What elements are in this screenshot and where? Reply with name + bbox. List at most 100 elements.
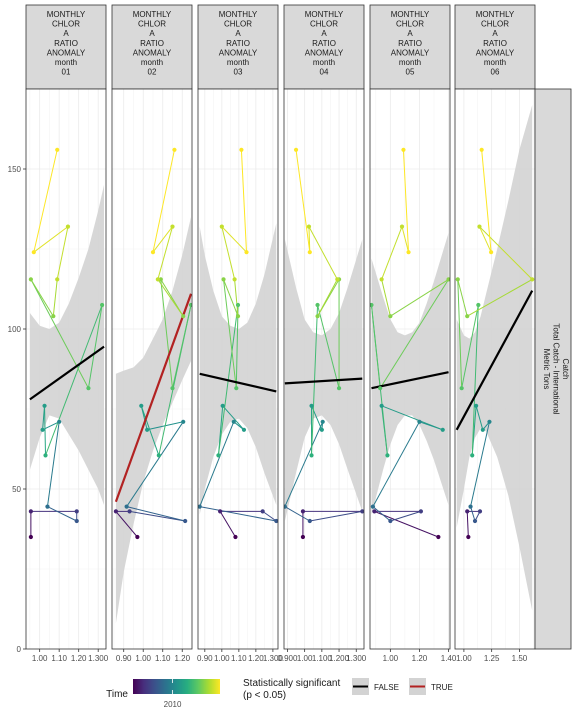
data-point: [172, 147, 177, 152]
panel-plot-area: [112, 89, 192, 649]
path-segment: [56, 226, 69, 280]
x-tick-label: 1.00: [32, 654, 48, 663]
path-segment: [222, 405, 245, 431]
data-point: [274, 518, 278, 524]
data-point: [188, 302, 192, 308]
data-point: [300, 534, 306, 540]
y-tick-label: 100: [8, 325, 22, 334]
panel-border: [197, 88, 279, 650]
data-point: [370, 302, 374, 308]
confidence-ribbon: [115, 217, 191, 624]
panel-plot-area: [284, 89, 364, 649]
facet-strip-label: CHLOR: [310, 20, 338, 29]
data-point: [43, 453, 48, 458]
data-point: [181, 314, 186, 319]
facet-strip-label: A: [149, 29, 155, 38]
data-point: [487, 419, 492, 424]
data-point: [139, 403, 144, 408]
path-segment: [221, 226, 236, 280]
data-point: [45, 504, 50, 509]
path-segment: [234, 279, 239, 317]
path-segment: [317, 279, 338, 317]
y-tick-label: 150: [8, 165, 22, 174]
path-segment: [309, 510, 363, 522]
data-point: [307, 518, 312, 524]
facet-strip-label: ANOMALY: [47, 48, 86, 57]
trend-line: [371, 371, 449, 390]
data-point: [319, 427, 324, 432]
data-point: [40, 427, 45, 432]
data-point: [244, 250, 249, 255]
data-point: [55, 147, 60, 152]
data-point: [293, 147, 299, 152]
facet-strip-label: ANOMALY: [391, 48, 430, 57]
path-segment: [457, 279, 463, 389]
data-point: [235, 314, 241, 319]
facet-strip-label: A: [63, 29, 69, 38]
data-point: [42, 403, 47, 408]
facet-strip-label: A: [235, 29, 241, 38]
panel-border: [283, 88, 365, 650]
data-point: [470, 453, 475, 458]
x-tick-label: 1.100: [312, 654, 333, 663]
x-tick-label: 1.20: [71, 654, 87, 663]
facet-strip-label: CHLOR: [138, 20, 166, 29]
data-point: [315, 302, 320, 308]
facet-strip-label: RATIO: [54, 39, 78, 48]
data-point: [260, 509, 265, 514]
x-tick-label: 1.00: [383, 654, 399, 663]
path-segment: [46, 421, 60, 507]
data-point: [300, 509, 306, 514]
data-point: [51, 314, 56, 319]
right-strip-label: Catch: [561, 359, 570, 380]
facet-strip-label: RATIO: [483, 39, 507, 48]
y-tick-label: 0: [17, 645, 22, 654]
data-point: [181, 419, 186, 424]
x-tick-label: 1.20: [248, 654, 264, 663]
data-point: [378, 386, 383, 391]
facet-strip-label: RATIO: [140, 39, 164, 48]
panel-plot-area: [455, 89, 535, 649]
x-tick-label: 1.20: [174, 654, 190, 663]
facet-strip-box: [283, 4, 365, 90]
data-point: [306, 224, 312, 229]
data-point: [234, 386, 239, 391]
data-point: [235, 302, 241, 308]
path-segment: [33, 149, 58, 253]
data-point: [436, 534, 441, 540]
path-segment: [479, 226, 533, 280]
data-point: [28, 509, 33, 514]
path-segment: [401, 226, 410, 253]
facet-strip-label: MONTHLY: [305, 10, 344, 19]
x-tick-label: 1.300: [88, 654, 109, 663]
data-point: [472, 518, 478, 524]
path-segment: [284, 506, 311, 522]
legend-time-title: Time: [106, 689, 128, 700]
path-segment: [372, 421, 420, 507]
data-point: [489, 250, 494, 255]
data-point: [158, 277, 163, 282]
facet-strip-label: month: [227, 58, 249, 67]
data-point: [145, 427, 150, 432]
data-point: [455, 277, 460, 282]
facet-strip-label: month: [484, 58, 506, 67]
path-segment: [45, 304, 103, 456]
facet-strip-label: 06: [491, 68, 500, 77]
data-point: [198, 504, 202, 509]
data-point: [459, 386, 464, 391]
facet-strip-label: month: [313, 58, 335, 67]
path-segment: [374, 510, 439, 538]
data-point: [57, 419, 62, 424]
data-point: [370, 504, 376, 509]
path-segment: [157, 279, 184, 317]
data-point: [418, 509, 424, 514]
y-tick-label: 50: [12, 485, 21, 494]
legend-label-false: FALSE: [374, 683, 399, 692]
confidence-ribbon: [199, 223, 277, 515]
path-segment: [152, 149, 175, 253]
path-segment: [33, 226, 69, 253]
facet-strip-label: MONTHLY: [47, 10, 86, 19]
